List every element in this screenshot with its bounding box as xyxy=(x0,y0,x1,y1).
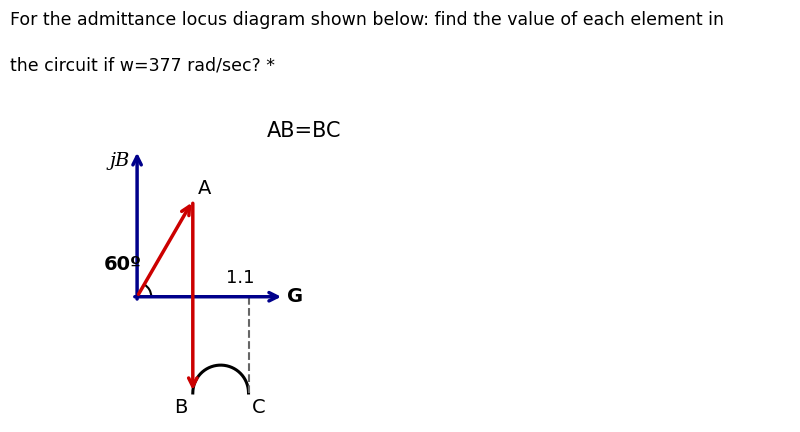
Text: 60º: 60º xyxy=(104,255,142,274)
Text: AB=BC: AB=BC xyxy=(266,121,342,141)
Text: C: C xyxy=(251,398,265,417)
Text: For the admittance locus diagram shown below: find the value of each element in: For the admittance locus diagram shown b… xyxy=(10,11,725,29)
Text: A: A xyxy=(198,179,211,198)
Text: 1.1: 1.1 xyxy=(226,269,254,286)
Text: B: B xyxy=(174,398,188,417)
Text: jB: jB xyxy=(110,152,130,170)
Text: G: G xyxy=(287,287,303,306)
Text: the circuit if w=377 rad/sec? *: the circuit if w=377 rad/sec? * xyxy=(10,56,275,74)
